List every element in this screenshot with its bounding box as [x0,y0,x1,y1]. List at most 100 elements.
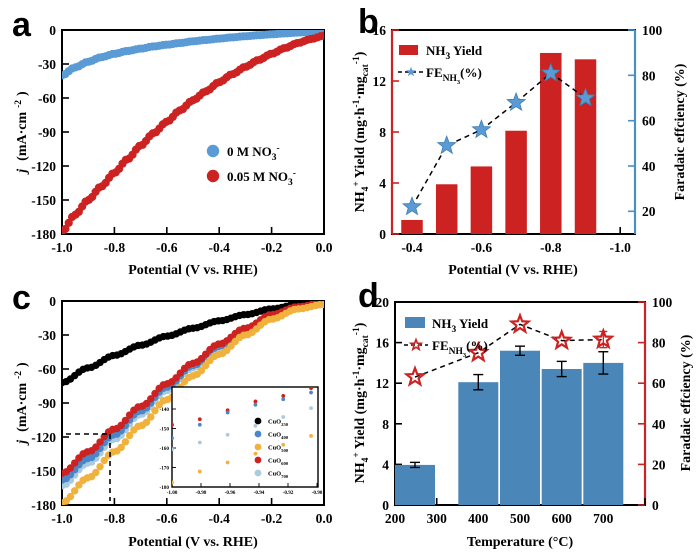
panel-d-legend-swatch-bar [405,317,425,328]
panel-c-inset-dots [172,387,313,485]
panel-a-xtick-0: -1.0 [51,240,73,255]
panel-d-legend-star-icon [408,337,424,352]
panel-a-xtick-4: -0.2 [261,240,283,255]
panel-b-fe-stars [401,62,596,216]
inset-legend-label: CuO600 [268,458,289,466]
panel-a-series-group [62,30,324,234]
panel-d-ytick-left-0: 0 [382,498,389,513]
panel-c-ylabel: j (mA·cm -2 ) [8,362,30,446]
inset-legend-label: CuO250 [268,419,289,427]
panel-b-label: b [358,3,379,41]
panel-d-ytick-left-4: 16 [376,336,390,351]
panel-a-plot-frame [61,29,325,235]
panel-a-chart: 0 -30 -60 -90 -120 -150 -180 -1.0 [14,23,333,278]
panel-b-ytick-right-3: 80 [642,68,656,83]
panel-a-legend-marker-1 [206,169,220,183]
bar [458,382,499,505]
panel-a-legend-label-0: 0 M NO3- [227,144,280,163]
error-bar [598,351,609,375]
panel-a-legend-label-1: 0.05 M NO3- [227,169,296,188]
panel-a-series-0-dots [62,30,324,80]
fe-star [401,196,423,216]
panel-c-inset-xtick-2: -0.96 [225,490,236,496]
panel-b: b 0 4 8 12 16 [350,0,700,280]
panel-b-ytick-right-1: 40 [642,159,656,174]
panel-b-xtick-1: -0.6 [471,240,493,255]
fe-star [436,134,457,155]
panel-a-ytick-4: -120 [31,159,56,174]
inset-legend-label: CuO500 [268,445,289,453]
panel-c-inset-ytick-4: -180 [159,485,169,491]
panel-d-fe-line [414,323,604,378]
panel-c-chart: 0 -30 -60 -90 -120 -150 -180 -1.0 -0. [8,294,333,550]
panel-c-inset-xtick-1: -0.98 [196,490,207,496]
bar [540,52,562,235]
fe-star [591,327,615,350]
bar [500,350,540,505]
panel-b-right-y-axis: 20 40 60 80 100 [628,23,663,219]
panel-b-ytick-left-1: 4 [379,176,386,191]
panel-a-xtick-5: 0.0 [316,240,333,255]
panel-d-ytick-left-5: 20 [376,295,390,310]
panel-c-series-group [62,301,324,505]
inset-legend-label: CuO700 [268,471,289,479]
panel-c-x-axis: -1.0 -0.8 -0.6 -0.4 -0.2 0.0 [51,498,333,526]
panel-d-ytick-left-1: 4 [382,457,389,472]
panel-c-inset-xtick-4: -0.92 [283,490,294,496]
fe-star [505,91,527,112]
panel-a-label: a [12,6,31,44]
panel-b-legend-label-0: NH3 Yield [426,43,483,62]
panel-d-xtick-3: 500 [510,511,531,526]
panel-c-ytick-5: -150 [31,464,56,479]
panel-a-legend: 0 M NO3- 0.05 M NO3- [206,144,296,188]
panel-b-xlabel: Potential (V vs. RHE) [448,263,578,278]
panel-b-ylabel-left: NH4+ Yield (mg·h-1·mgcat-1) [352,51,371,212]
panel-d-ytick-left-3: 12 [376,376,390,391]
panel-b-legend-label-1: FENH3(%) [426,65,482,86]
panel-b-xtick-0: -0.4 [401,240,423,255]
panel-c-ytick-6: -180 [31,498,56,513]
panel-a: a 0 -30 -60 -90 [0,0,350,280]
panel-d-ytick-right-4: 80 [652,336,666,351]
panel-d-xtick-4: 600 [552,511,573,526]
panel-d-label: d [358,277,379,315]
panel-d-ytick-right-1: 20 [652,457,666,472]
panel-c-inset: -1.00 -0.98 -0.96 -0.94 -0.92 -0.90 -140… [159,386,323,496]
panel-d-xtick-1: 300 [427,511,448,526]
panel-a-legend-marker-0 [206,144,220,158]
panel-b-ytick-left-3: 12 [373,74,387,89]
panel-a-ytick-0: 0 [49,23,56,38]
panel-d-xtick-0: 200 [385,511,406,526]
panel-c-ytick-1: -30 [38,328,56,343]
panel-b-ytick-left-2: 8 [379,125,386,140]
svg-text:NH4+ Yield (mg·h-1·mgcat-1): NH4+ Yield (mg·h-1·mgcat-1) [352,322,371,483]
panel-a-ytick-2: -60 [38,91,56,106]
panel-d-x-axis: 200 300 400 500 600 700 [385,498,646,526]
panel-c-guide-lines [66,433,111,501]
svg-text:j (mA·cm -: j (mA·cm -2 ) [8,362,30,446]
panel-a-ylabel-sup: -2 [14,100,24,108]
fe-star [403,364,427,387]
panel-c-inset-ytick-3: -170 [159,466,169,472]
fe-star [550,328,574,351]
panel-c-inset-xtick-0: -1.00 [167,490,178,496]
panel-c-inset-ticks [171,408,318,488]
error-bar [473,373,484,391]
panel-d-ytick-right-3: 60 [652,376,666,391]
bar [583,362,624,505]
panel-c-ytick-3: -90 [38,396,56,411]
panel-b-legend-star-icon [406,66,416,77]
panel-b-ytick-right-0: 20 [642,204,656,219]
panel-b-ytick-right-2: 60 [642,114,656,129]
panel-c-xtick-2: -0.6 [156,511,178,526]
panel-d-left-y-axis: 0 4 8 12 16 20 [376,295,402,513]
panel-b-legend-swatch-bar [399,45,418,55]
panel-d-chart: 0 4 8 12 16 20 0 20 40 60 [352,295,694,550]
panel-c-xtick-0: -1.0 [51,511,73,526]
panel-c-y-axis: 0 -30 -60 -90 -120 -150 -180 [31,294,69,513]
panel-d: d 0 4 8 12 16 20 [350,275,700,553]
error-bar [556,360,567,378]
panel-a-ylabel-close: ) [15,91,30,96]
fe-star [540,62,561,82]
